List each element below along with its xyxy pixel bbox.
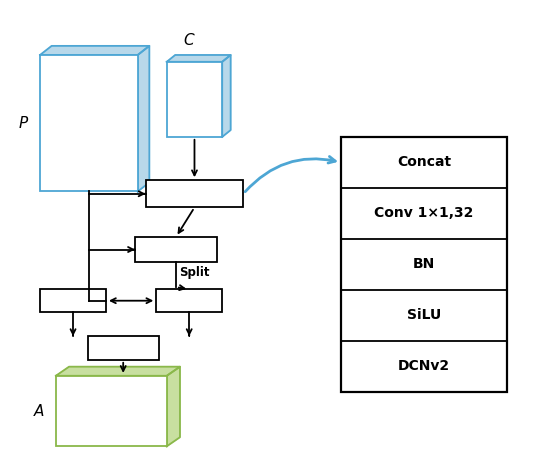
Text: $C$: $C$ xyxy=(183,32,195,48)
Text: Split: Split xyxy=(179,266,209,279)
Bar xyxy=(341,137,507,392)
Polygon shape xyxy=(167,367,180,447)
Text: Concat: Concat xyxy=(397,155,451,169)
Bar xyxy=(135,237,217,262)
Text: $A$: $A$ xyxy=(33,403,45,419)
Text: ADD: ADD xyxy=(108,342,138,355)
Bar xyxy=(167,62,222,137)
Polygon shape xyxy=(138,46,150,191)
Polygon shape xyxy=(56,367,180,376)
Text: SiLU: SiLU xyxy=(407,308,441,322)
Polygon shape xyxy=(40,46,150,55)
Text: DCNv2: DCNv2 xyxy=(398,359,450,373)
Bar xyxy=(40,55,138,191)
Bar xyxy=(40,289,106,312)
Text: Conv 1×1,32: Conv 1×1,32 xyxy=(375,206,474,220)
Bar xyxy=(87,336,159,360)
Text: BSD: BSD xyxy=(162,243,190,256)
Text: $P$: $P$ xyxy=(18,115,30,131)
Text: $u(\cdot,\cdot)$: $u(\cdot,\cdot)$ xyxy=(55,293,91,308)
Bar xyxy=(146,180,243,208)
Text: Upsample: Upsample xyxy=(160,187,229,201)
Polygon shape xyxy=(222,55,230,137)
Text: $u(\cdot,\cdot)$: $u(\cdot,\cdot)$ xyxy=(172,293,207,308)
Bar xyxy=(156,289,222,312)
Bar xyxy=(56,376,167,447)
Text: BN: BN xyxy=(413,257,435,271)
Polygon shape xyxy=(167,55,230,62)
